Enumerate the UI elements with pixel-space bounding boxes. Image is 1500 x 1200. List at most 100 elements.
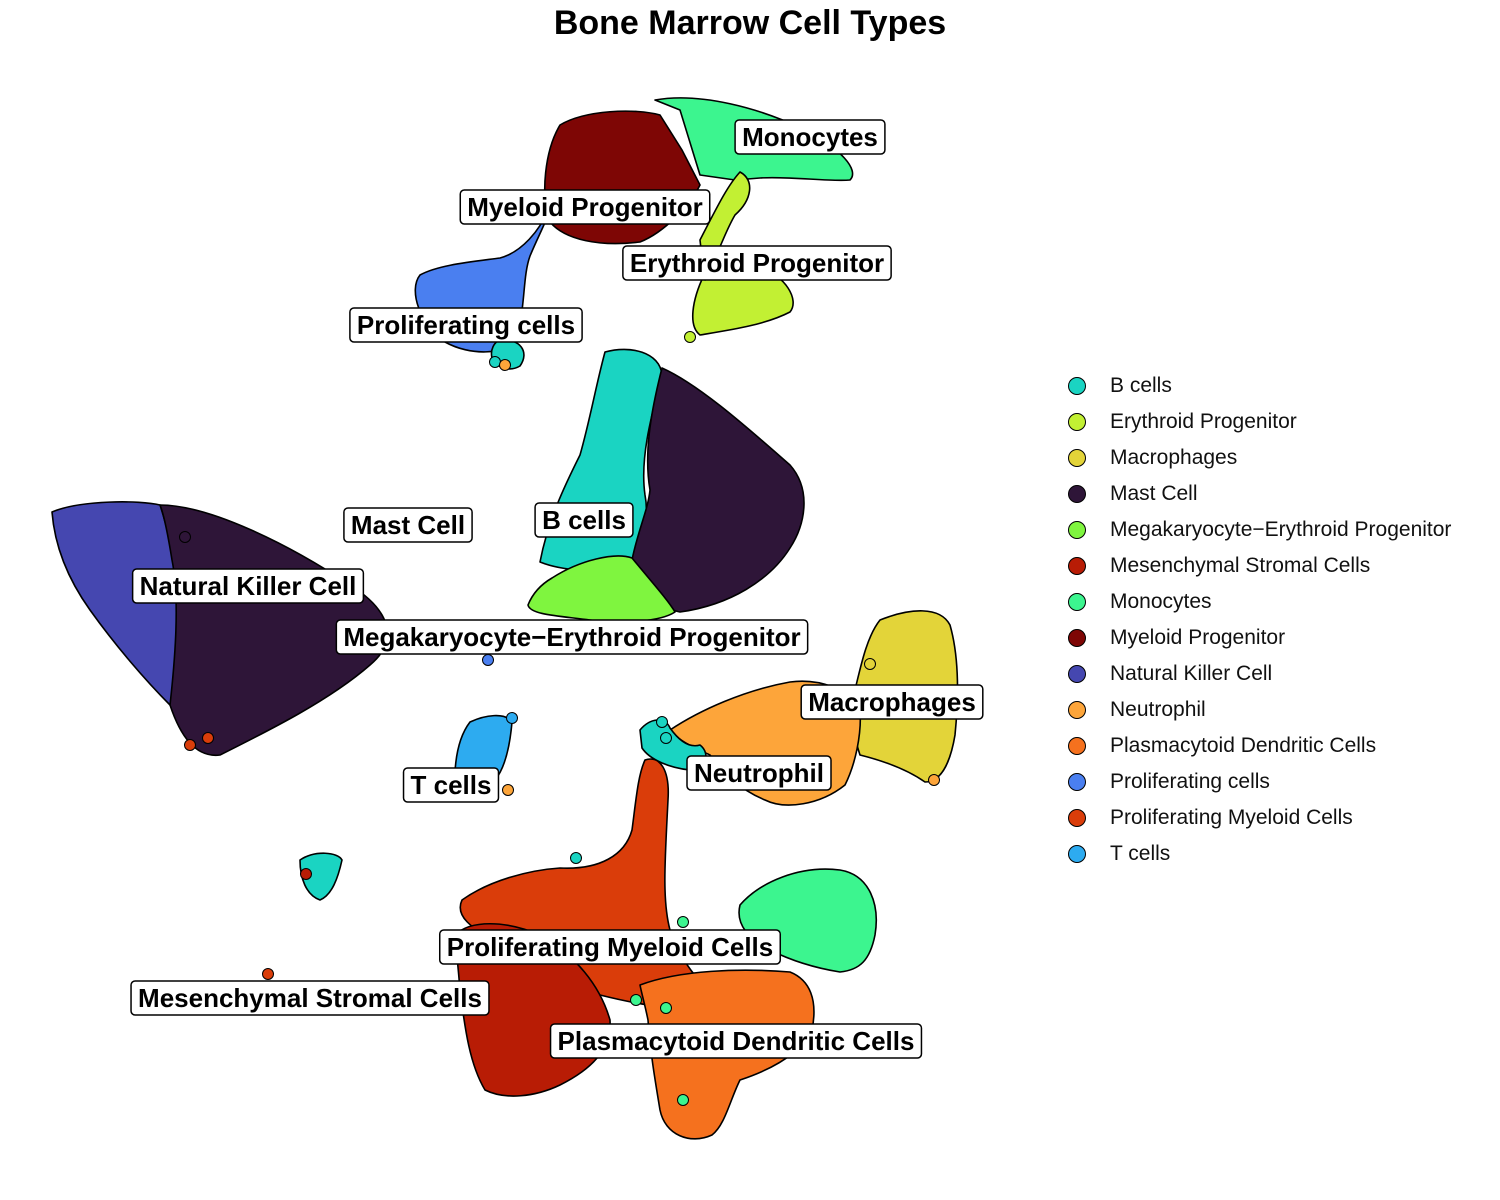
legend-key bbox=[1068, 377, 1086, 395]
cluster-label-text: B cells bbox=[542, 505, 626, 535]
cluster-label-box bbox=[349, 307, 583, 343]
cluster-label: T cells bbox=[402, 767, 500, 803]
legend-key bbox=[1068, 485, 1086, 503]
legend-item: Monocytes bbox=[1068, 584, 1451, 620]
cluster-label-text: Erythroid Progenitor bbox=[630, 248, 884, 278]
data-point bbox=[202, 732, 214, 744]
data-point bbox=[482, 654, 494, 666]
data-point bbox=[184, 739, 196, 751]
data-point bbox=[928, 774, 940, 786]
data-point bbox=[499, 359, 511, 371]
cluster-label: Natural Killer Cell bbox=[131, 568, 365, 604]
cluster-label-text: Proliferating cells bbox=[357, 310, 575, 340]
data-point bbox=[677, 916, 689, 928]
cluster-label: Macrophages bbox=[800, 684, 984, 720]
legend-label: B cells bbox=[1110, 374, 1172, 397]
legend-key bbox=[1068, 845, 1086, 863]
legend-item: Proliferating cells bbox=[1068, 764, 1451, 800]
data-point bbox=[489, 356, 501, 368]
umap-plot: Monocytes Myeloid Progenitor Erythroid Pro… bbox=[51, 97, 984, 1140]
legend-label: Myeloid Progenitor bbox=[1110, 626, 1286, 649]
cluster-label-box bbox=[335, 619, 809, 655]
data-point bbox=[656, 716, 668, 728]
cluster-label: Erythroid Progenitor bbox=[622, 245, 892, 281]
legend-label: Proliferating cells bbox=[1110, 770, 1270, 793]
cluster-label: Proliferating Myeloid Cells bbox=[438, 929, 782, 965]
cluster-region-mast-cell bbox=[630, 367, 805, 613]
cluster-label: Myeloid Progenitor bbox=[459, 189, 711, 225]
cluster-label-box bbox=[734, 119, 886, 155]
data-point bbox=[502, 784, 514, 796]
cluster-label-text: Mast Cell bbox=[351, 510, 465, 540]
legend-item: Plasmacytoid Dendritic Cells bbox=[1068, 728, 1451, 764]
cluster-label-box bbox=[343, 507, 473, 543]
data-point bbox=[300, 868, 312, 880]
data-point bbox=[570, 852, 582, 864]
legend-item: Macrophages bbox=[1068, 440, 1451, 476]
data-point bbox=[262, 968, 274, 980]
cluster-label-box bbox=[534, 502, 634, 538]
legend-label: Megakaryocyte−Erythroid Progenitor bbox=[1110, 518, 1452, 541]
cluster-label-text: Neutrophil bbox=[694, 758, 824, 788]
cluster-label: Mesenchymal Stromal Cells bbox=[130, 980, 490, 1016]
data-point bbox=[660, 732, 672, 744]
data-point bbox=[684, 331, 696, 343]
legend-item: Megakaryocyte−Erythroid Progenitor bbox=[1068, 512, 1451, 548]
data-point bbox=[864, 658, 876, 670]
legend-label: Monocytes bbox=[1110, 590, 1212, 613]
cluster-region-b-cells bbox=[299, 852, 343, 901]
cluster-label: Plasmacytoid Dendritic Cells bbox=[549, 1023, 923, 1059]
cluster-label: Proliferating cells bbox=[349, 307, 583, 343]
legend-key bbox=[1068, 629, 1086, 647]
cluster-label-box bbox=[131, 568, 365, 604]
cluster-label: Mast Cell bbox=[343, 507, 473, 543]
legend-item: Mesenchymal Stromal Cells bbox=[1068, 548, 1451, 584]
cluster-label-text: Macrophages bbox=[808, 687, 976, 717]
legend-key bbox=[1068, 413, 1086, 431]
cluster-label-text: Megakaryocyte−Erythroid Progenitor bbox=[343, 622, 800, 652]
cluster-label-text: Myeloid Progenitor bbox=[467, 192, 702, 222]
cluster-label-box bbox=[549, 1023, 923, 1059]
legend-label: Plasmacytoid Dendritic Cells bbox=[1110, 734, 1377, 757]
legend-key bbox=[1068, 773, 1086, 791]
legend-key bbox=[1068, 521, 1086, 539]
legend-item: Mast Cell bbox=[1068, 476, 1451, 512]
cluster-label: Neutrophil bbox=[686, 755, 832, 791]
data-point bbox=[179, 531, 191, 543]
chart-title: Bone Marrow Cell Types bbox=[553, 4, 947, 42]
cluster-label-text: Natural Killer Cell bbox=[140, 571, 357, 601]
legend-label: Mast Cell bbox=[1110, 482, 1198, 505]
legend-item: Neutrophil bbox=[1068, 692, 1451, 728]
legend-label: T cells bbox=[1110, 842, 1171, 865]
cluster-label: B cells bbox=[534, 502, 634, 538]
cluster-label-text: Mesenchymal Stromal Cells bbox=[138, 983, 482, 1013]
cluster-label: Megakaryocyte−Erythroid Progenitor bbox=[335, 619, 809, 655]
cluster-label-box bbox=[459, 189, 711, 225]
legend-label: Neutrophil bbox=[1110, 698, 1206, 721]
legend-key bbox=[1068, 737, 1086, 755]
cluster-label-text: Proliferating Myeloid Cells bbox=[447, 932, 774, 962]
cluster-label-box bbox=[130, 980, 490, 1016]
cluster-label-box bbox=[402, 767, 500, 803]
legend-item: Natural Killer Cell bbox=[1068, 656, 1451, 692]
legend-key bbox=[1068, 449, 1086, 467]
legend-item: Proliferating Myeloid Cells bbox=[1068, 800, 1451, 836]
legend-label: Mesenchymal Stromal Cells bbox=[1110, 554, 1371, 577]
cluster-label: Monocytes bbox=[734, 119, 886, 155]
cluster-label-box bbox=[622, 245, 892, 281]
legend-item: T cells bbox=[1068, 836, 1451, 872]
data-point bbox=[660, 1002, 672, 1014]
legend-label: Macrophages bbox=[1110, 446, 1238, 469]
legend-key bbox=[1068, 593, 1086, 611]
legend: B cells Erythroid Progenitor Macrophages Ma… bbox=[1068, 368, 1451, 872]
legend-key bbox=[1068, 701, 1086, 719]
cluster-label-box bbox=[800, 684, 984, 720]
cluster-label-box bbox=[686, 755, 832, 791]
legend-item: Myeloid Progenitor bbox=[1068, 620, 1451, 656]
legend-item: Erythroid Progenitor bbox=[1068, 404, 1451, 440]
legend-label: Natural Killer Cell bbox=[1110, 662, 1273, 685]
legend-key bbox=[1068, 665, 1086, 683]
legend-label: Erythroid Progenitor bbox=[1110, 410, 1297, 433]
legend-key bbox=[1068, 809, 1086, 827]
cluster-label-layer: Monocytes Myeloid Progenitor Erythroid Pro… bbox=[130, 119, 984, 1059]
